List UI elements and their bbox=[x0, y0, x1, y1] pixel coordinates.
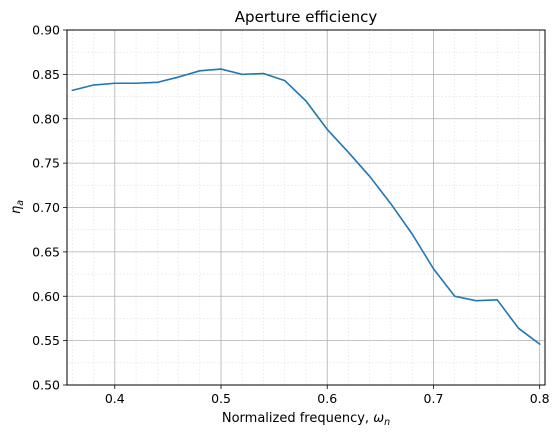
y-tick-label: 0.75 bbox=[32, 156, 60, 171]
y-axis-label-symbol: η bbox=[9, 206, 24, 214]
y-tick-label: 0.90 bbox=[32, 23, 60, 38]
series-line bbox=[71, 68, 541, 345]
x-tick-label: 0.5 bbox=[211, 391, 231, 406]
x-tick-label: 0.7 bbox=[424, 391, 444, 406]
y-axis-label-subscript: a bbox=[15, 200, 26, 206]
x-tick-label: 0.8 bbox=[530, 391, 550, 406]
y-tick-label: 0.55 bbox=[32, 333, 60, 348]
y-tick-label: 0.50 bbox=[32, 378, 60, 393]
x-axis-label-text: Normalized frequency, bbox=[222, 411, 373, 426]
x-axis-label: Normalized frequency, ωn bbox=[222, 411, 390, 428]
chart-title: Aperture efficiency bbox=[235, 8, 378, 26]
x-axis-label-symbol: ω bbox=[373, 411, 384, 426]
y-tick-label: 0.60 bbox=[32, 289, 60, 304]
x-axis-ticks: 0.4 0.5 0.6 0.7 0.8 bbox=[105, 385, 550, 406]
x-tick-label: 0.4 bbox=[105, 391, 125, 406]
x-tick-label: 0.6 bbox=[317, 391, 337, 406]
y-axis-ticks: 0.50 0.55 0.60 0.65 0.70 0.75 0.80 0.85 0.90 bbox=[32, 23, 67, 393]
series-layer bbox=[71, 68, 541, 345]
y-tick-label: 0.65 bbox=[32, 244, 60, 259]
x-axis-label-subscript: n bbox=[384, 417, 390, 428]
y-axis-label: ηa bbox=[9, 200, 26, 214]
y-tick-label: 0.85 bbox=[32, 67, 60, 82]
y-tick-label: 0.70 bbox=[32, 200, 60, 215]
y-tick-label: 0.80 bbox=[32, 111, 60, 126]
